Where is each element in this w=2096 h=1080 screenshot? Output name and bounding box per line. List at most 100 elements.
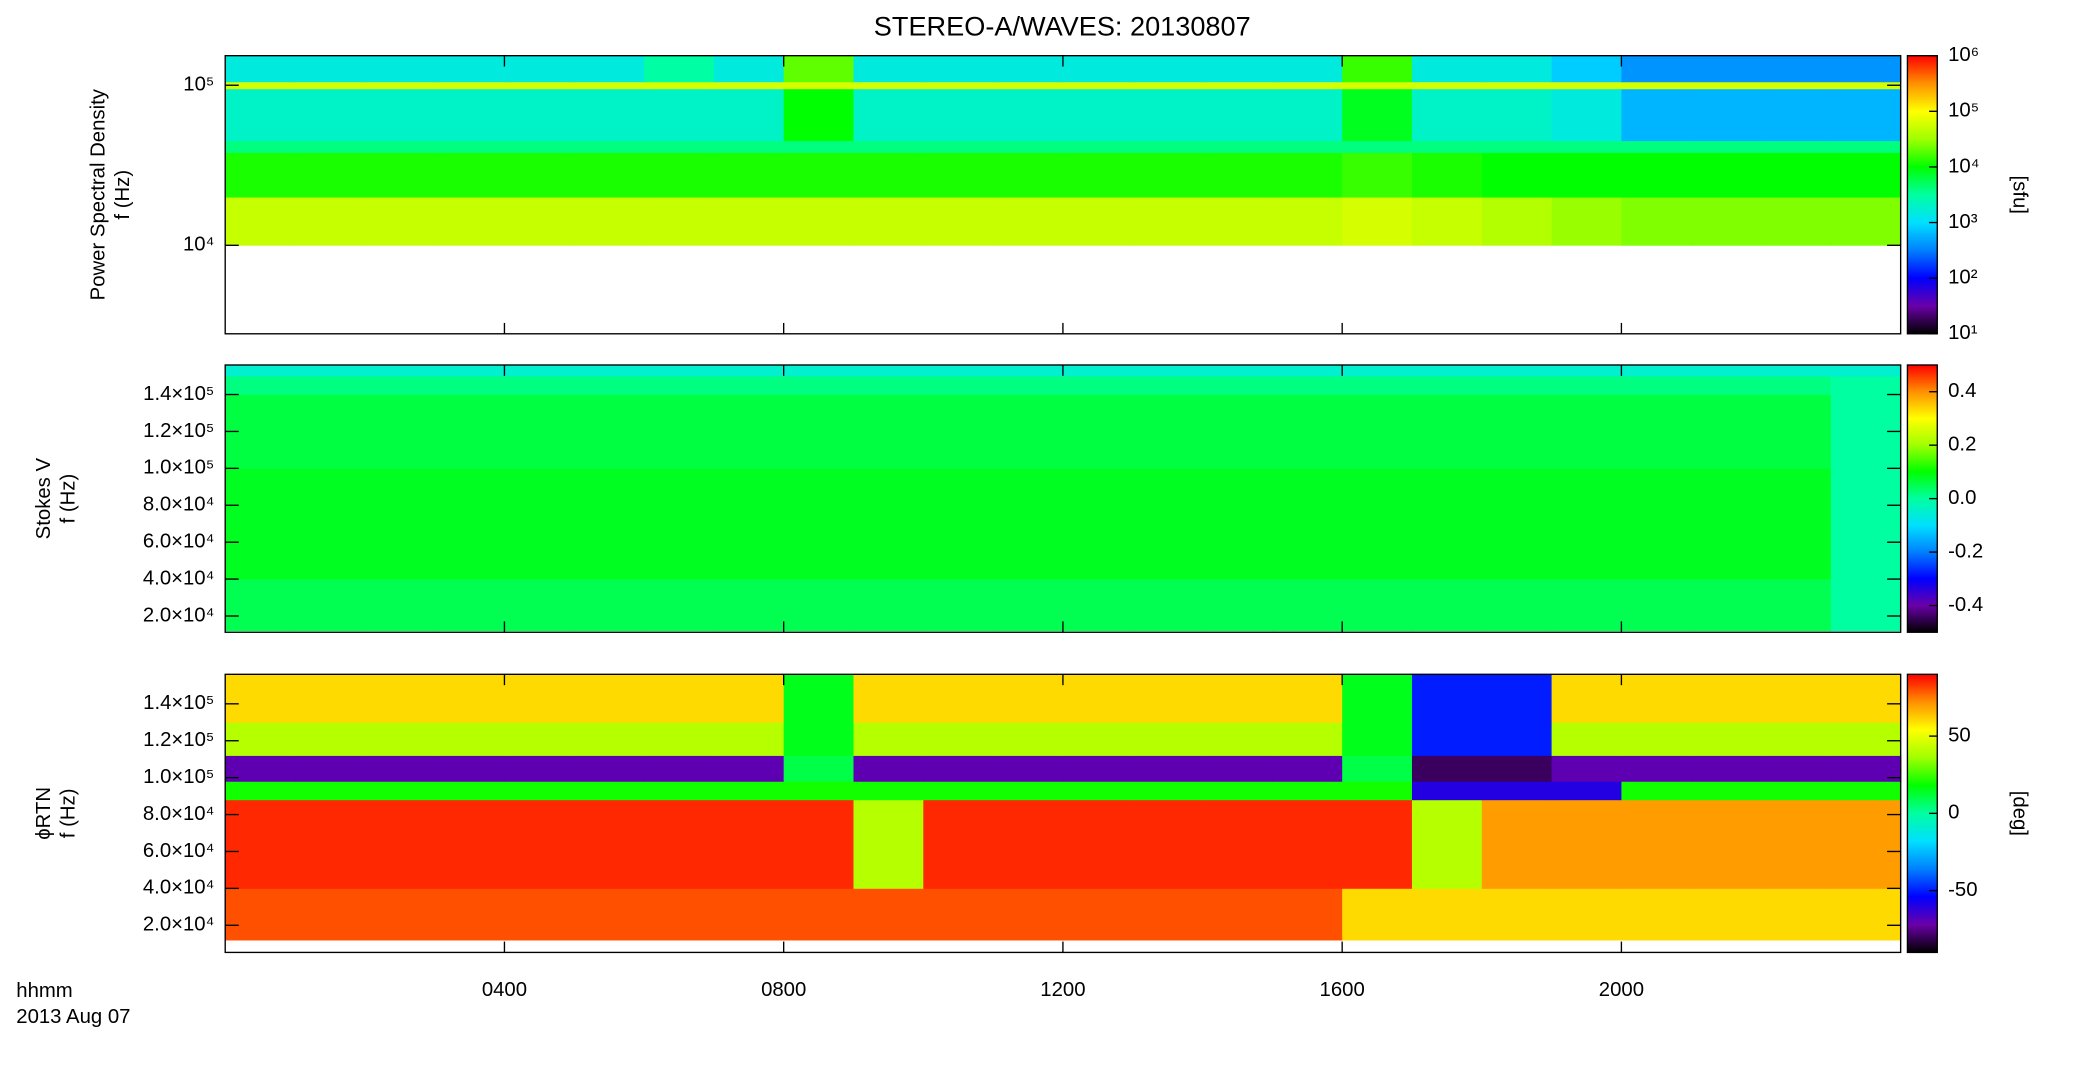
heatmap-cell (1551, 81, 1623, 90)
heatmap-cell (1062, 579, 1134, 632)
heatmap-cell (1621, 888, 1692, 941)
heatmap-cell (434, 888, 506, 941)
heatmap-cell (574, 376, 645, 395)
heatmap-cell (1691, 888, 1762, 941)
heatmap-cell (574, 364, 645, 377)
heatmap-cell (853, 674, 924, 723)
heatmap-cell (1691, 197, 1762, 246)
heatmap-cell (364, 799, 436, 889)
heatmap-cell (713, 376, 785, 395)
heatmap-cell (993, 394, 1064, 469)
heatmap-cell (1272, 376, 1343, 395)
heatmap-cell (993, 468, 1064, 580)
heatmap-cell (1411, 674, 1483, 723)
heatmap-cell (295, 781, 366, 801)
heatmap-cell (364, 364, 436, 377)
heatmap-cell (1691, 88, 1762, 142)
heatmap-cell (1411, 88, 1483, 142)
heatmap-cell (993, 81, 1064, 90)
heatmap-cell (1272, 888, 1343, 941)
heatmap-cell (644, 152, 715, 198)
colorbar-tick-label: -50 (1948, 879, 1977, 901)
heatmap-cell (1202, 55, 1274, 83)
heatmap-cell (713, 140, 785, 153)
heatmap-cell (923, 781, 994, 801)
heatmap-cell (1132, 755, 1204, 782)
heatmap-cell (644, 722, 715, 756)
heatmap-cell (1202, 364, 1274, 377)
heatmap-cell (1691, 140, 1762, 153)
heatmap-cell (713, 468, 785, 580)
heatmap-cell (1481, 579, 1553, 632)
heatmap-cell (1272, 55, 1343, 83)
heatmap-cell (783, 55, 855, 83)
heatmap-cell (1411, 55, 1483, 83)
heatmap-cell (993, 152, 1064, 198)
heatmap-cell (295, 799, 366, 889)
heatmap-cell (1830, 364, 1902, 377)
heatmap-cell (225, 140, 296, 153)
heatmap-cell (1132, 81, 1204, 90)
heatmap-cell (993, 755, 1064, 782)
heatmap-cell (1551, 674, 1623, 723)
heatmap-cell (853, 81, 924, 90)
heatmap-cell (783, 81, 855, 90)
heatmap-cell (1411, 376, 1483, 395)
heatmap-cell (504, 799, 575, 889)
heatmap-cell (853, 197, 924, 246)
heatmap-cell (923, 197, 994, 246)
heatmap-cell (1202, 88, 1274, 142)
heatmap-cell (225, 579, 296, 632)
heatmap-cell (1062, 722, 1134, 756)
heatmap-cell (1830, 152, 1902, 198)
heatmap-cell (1830, 722, 1902, 756)
heatmap-cell (1551, 888, 1623, 941)
heatmap-cell (1342, 722, 1413, 756)
heatmap-cell (295, 579, 366, 632)
heatmap-cell (1830, 781, 1902, 801)
heatmap-cell (1342, 799, 1413, 889)
y-tick-label: 8.0×10⁴ (143, 494, 214, 516)
heatmap-cell (644, 799, 715, 889)
heatmap-cell (434, 755, 506, 782)
heatmap-cell (1621, 152, 1692, 198)
heatmap-cells (225, 364, 1902, 632)
heatmap-cell (783, 364, 855, 377)
heatmap-cell (1342, 755, 1413, 782)
heatmap-cell (1621, 88, 1692, 142)
heatmap-cell (923, 579, 994, 632)
x-tick-label: 0400 (482, 979, 527, 1001)
heatmap-cell (853, 140, 924, 153)
colorbar-tick-label: 0 (1948, 802, 1959, 824)
heatmap-cell (1062, 781, 1134, 801)
heatmap-cell (1621, 55, 1692, 83)
heatmap-cell (295, 755, 366, 782)
y-tick-label: 6.0×10⁴ (143, 531, 214, 553)
heatmap-cell (923, 376, 994, 395)
heatmap-cell (1761, 579, 1832, 632)
heatmap-cell (1062, 755, 1134, 782)
heatmap-cell (1342, 364, 1413, 377)
heatmap-cell (1761, 468, 1832, 580)
heatmap-cell (923, 394, 994, 469)
heatmap-cell (295, 152, 366, 198)
heatmap-cell (1551, 468, 1623, 580)
heatmap-cell (295, 674, 366, 723)
heatmap-cell (1691, 722, 1762, 756)
heatmap-cell (1342, 197, 1413, 246)
heatmap-cell (923, 674, 994, 723)
heatmap-cell (713, 722, 785, 756)
heatmap-cell (574, 394, 645, 469)
heatmap-cell (1062, 55, 1134, 83)
heatmap-cell (1551, 152, 1623, 198)
heatmap-cell (783, 88, 855, 142)
heatmap-cell (1481, 81, 1553, 90)
heatmap-cell (295, 81, 366, 90)
heatmap-cell (1481, 722, 1553, 756)
heatmap-cell (1132, 55, 1204, 83)
heatmap-cell (1830, 88, 1902, 142)
heatmap-cell (1691, 376, 1762, 395)
heatmap-cell (295, 55, 366, 83)
heatmap-cell (1272, 152, 1343, 198)
heatmap-cell (644, 364, 715, 377)
